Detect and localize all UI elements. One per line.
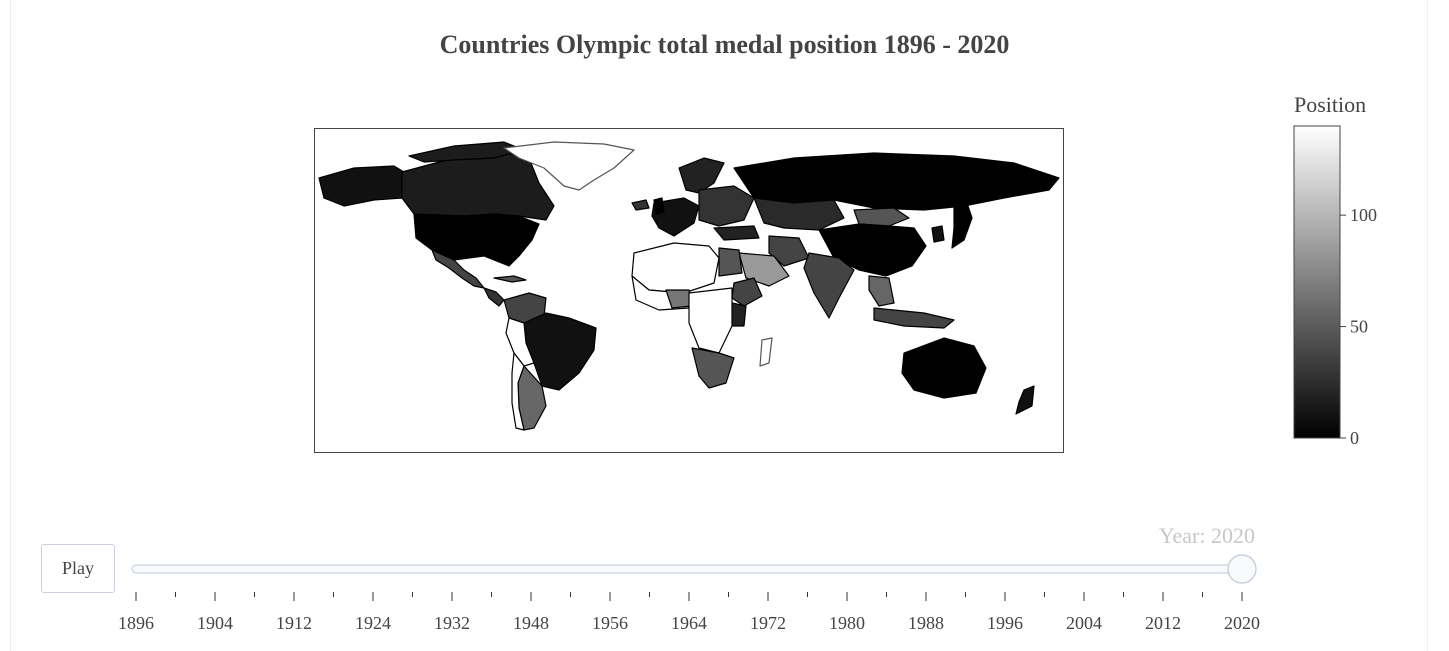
slider-tick-label: 1904: [197, 613, 233, 633]
region-madagascar: [759, 337, 773, 367]
region-mongolia: [853, 207, 910, 227]
slider-handle[interactable]: [1227, 554, 1257, 584]
region-japan: [951, 199, 973, 249]
region-scandinavia: [678, 157, 725, 194]
region-north-africa: [631, 242, 720, 294]
region-egypt: [718, 247, 743, 277]
slider-tick-label: 1980: [829, 613, 865, 633]
colorbar: 0 50 100: [1293, 125, 1377, 448]
slider-tick-label: 2012: [1145, 613, 1181, 633]
year-slider[interactable]: 1896 1904 1912 1924 1932 1948 1956 1964 1972 1980…: [0, 550, 1449, 651]
region-arctic-islands: [408, 141, 525, 163]
region-mexico: [431, 249, 485, 289]
slider-tick-label: 1956: [592, 613, 628, 633]
slider-tick-label: 2020: [1224, 613, 1260, 633]
region-southeast-asia: [868, 275, 895, 307]
region-turkey: [713, 225, 760, 241]
region-india: [803, 252, 855, 319]
colorbar-title: Position: [1294, 92, 1367, 117]
region-iceland: [631, 199, 650, 211]
region-eastern-europe: [698, 185, 755, 227]
region-caribbean: [493, 275, 527, 283]
region-australia: [901, 337, 987, 399]
region-korea: [931, 225, 945, 243]
region-saudi-arabia: [738, 252, 790, 287]
slider-tick-label: 1972: [750, 613, 786, 633]
slider-tick-label: 1932: [434, 613, 470, 633]
play-button[interactable]: Play: [41, 544, 115, 593]
colorbar-gradient: [1293, 125, 1341, 439]
world-map[interactable]: [314, 128, 1064, 453]
slider-tick-label: 1996: [987, 613, 1023, 633]
slider-current-year: Year: 2020: [1158, 523, 1255, 548]
colorbar-tick-label: 0: [1350, 428, 1359, 448]
colorbar-tick-label: 100: [1350, 205, 1377, 225]
colorbar-tick-label: 50: [1350, 317, 1368, 337]
slider-tick-label: 1896: [118, 613, 154, 633]
region-uk: [653, 197, 665, 215]
slider-track[interactable]: [131, 564, 1257, 574]
slider-tick-label: 1912: [276, 613, 312, 633]
plot-frame: [10, 0, 1428, 651]
region-greenland: [503, 141, 635, 191]
slider-tick-label: 1948: [513, 613, 549, 633]
slider-tick-label: 1964: [671, 613, 707, 633]
region-chile: [511, 352, 525, 431]
region-iran: [768, 235, 810, 267]
region-indonesia: [873, 307, 955, 329]
slider-tick-label: 1924: [355, 613, 391, 633]
region-new-zealand: [1015, 385, 1035, 415]
region-peru-bolivia: [505, 317, 535, 367]
region-central-america: [483, 287, 505, 307]
region-southern-africa: [691, 347, 735, 389]
chart-title: Countries Olympic total medal position 1…: [439, 30, 1010, 59]
region-kazakhstan: [753, 197, 845, 231]
slider-tick-label: 2004: [1066, 613, 1102, 633]
slider-tick-label: 1988: [908, 613, 944, 633]
